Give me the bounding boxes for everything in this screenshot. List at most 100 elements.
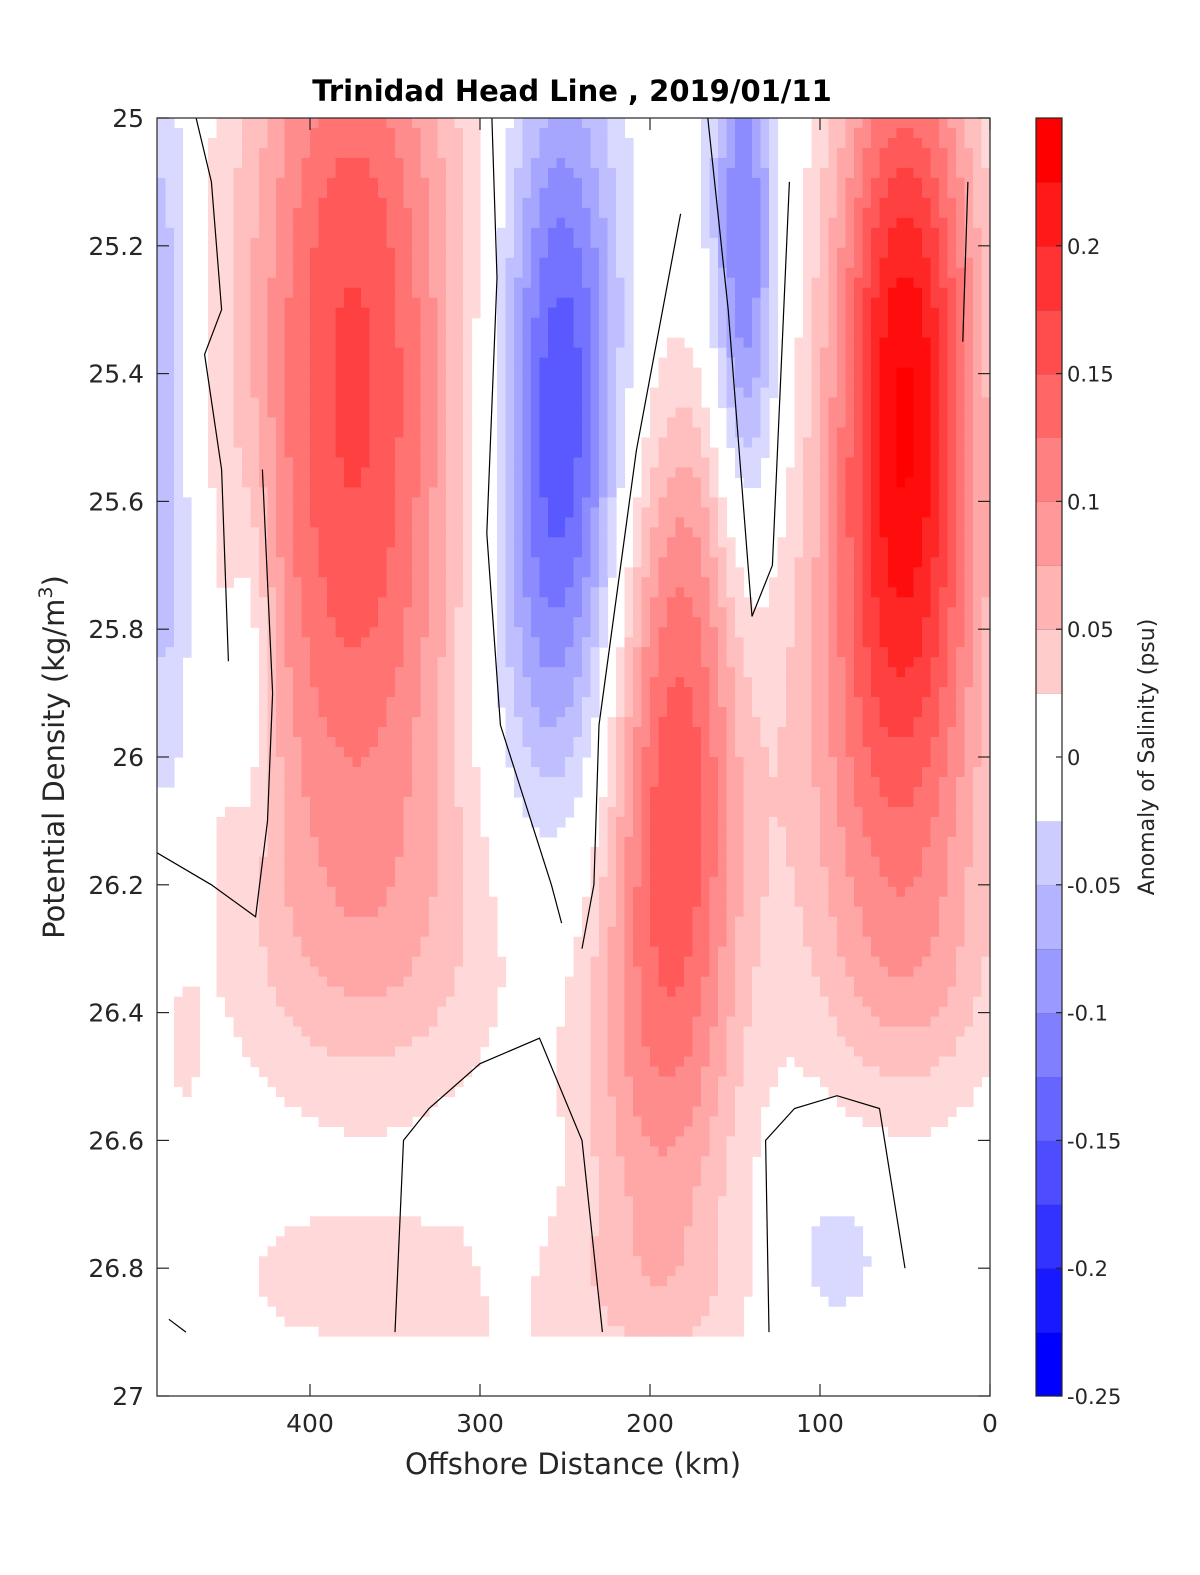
field-cell: [820, 147, 830, 159]
field-cell: [429, 677, 439, 688]
field-cell: [803, 467, 813, 479]
field-cell: [361, 477, 371, 489]
field-cell: [420, 697, 430, 708]
field-cell: [412, 537, 422, 548]
field-cell: [973, 537, 983, 548]
field-cell: [463, 337, 473, 349]
field-cell: [386, 597, 396, 608]
field-cell: [981, 677, 990, 688]
field-cell: [157, 167, 167, 179]
field-cell: [386, 447, 396, 459]
field-cell: [352, 567, 362, 578]
field-cell: [463, 677, 473, 688]
field-cell: [573, 317, 583, 329]
field-cell: [922, 277, 932, 289]
field-cell: [607, 467, 617, 479]
field-cell: [879, 427, 889, 439]
field-cell: [437, 637, 447, 648]
field-cell: [514, 127, 524, 139]
field-cell: [344, 337, 354, 349]
field-cell: [403, 617, 413, 628]
field-cell: [556, 377, 566, 389]
field-cell: [922, 657, 932, 668]
field-cell: [429, 357, 439, 369]
field-cell: [862, 227, 872, 239]
field-cell: [930, 477, 940, 489]
field-cell: [556, 457, 566, 469]
field-cell: [905, 597, 915, 608]
field-cell: [599, 547, 609, 558]
field-cell: [471, 197, 481, 209]
field-cell: [531, 277, 541, 289]
field-cell: [760, 217, 770, 229]
field-cell: [905, 557, 915, 568]
field-cell: [276, 317, 286, 329]
field-cell: [573, 187, 583, 199]
field-cell: [837, 397, 847, 409]
field-cell: [429, 177, 439, 189]
field-cell: [922, 118, 932, 129]
field-cell: [327, 507, 337, 518]
field-cell: [276, 327, 286, 339]
field-cell: [497, 507, 507, 518]
field-cell: [939, 597, 949, 608]
field-cell: [539, 247, 549, 259]
field-cell: [395, 287, 405, 299]
field-cell: [896, 667, 906, 678]
field-cell: [930, 287, 940, 299]
field-cell: [735, 687, 745, 698]
field-cell: [310, 207, 320, 219]
field-cell: [565, 687, 575, 698]
field-cell: [726, 677, 736, 688]
field-cell: [837, 447, 847, 459]
field-cell: [505, 637, 515, 648]
field-cell: [327, 118, 337, 129]
field-cell: [854, 687, 864, 698]
field-cell: [590, 118, 600, 129]
field-cell: [837, 407, 847, 419]
field-cell: [293, 687, 303, 698]
field-cell: [276, 527, 286, 538]
field-cell: [845, 307, 855, 319]
field-cell: [250, 177, 260, 189]
field-cell: [709, 187, 719, 199]
field-cell: [616, 167, 626, 179]
field-cell: [573, 607, 583, 618]
field-cell: [896, 477, 906, 489]
field-cell: [820, 217, 830, 229]
field-cell: [403, 127, 413, 139]
field-cell: [259, 267, 269, 279]
field-cell: [522, 547, 532, 558]
field-cell: [250, 537, 260, 548]
field-cell: [539, 207, 549, 219]
field-cell: [403, 517, 413, 528]
field-cell: [352, 627, 362, 638]
field-cell: [497, 277, 507, 289]
field-cell: [301, 697, 311, 708]
field-cell: [760, 627, 770, 638]
field-cell: [369, 277, 379, 289]
field-cell: [514, 367, 524, 379]
field-cell: [879, 447, 889, 459]
field-cell: [743, 137, 753, 149]
field-cell: [463, 627, 473, 638]
field-cell: [667, 447, 677, 459]
field-cell: [939, 237, 949, 249]
field-cell: [854, 697, 864, 708]
field-cell: [514, 387, 524, 399]
field-cell: [582, 277, 592, 289]
field-cell: [837, 467, 847, 479]
field-cell: [344, 118, 354, 129]
field-cell: [981, 637, 990, 648]
field-cell: [956, 547, 966, 558]
field-cell: [845, 587, 855, 598]
field-cell: [692, 607, 702, 618]
field-cell: [437, 627, 447, 638]
field-cell: [718, 127, 728, 139]
field-cell: [633, 627, 643, 638]
field-cell: [378, 487, 388, 498]
field-cell: [743, 667, 753, 678]
field-cell: [828, 447, 838, 459]
field-cell: [165, 247, 175, 259]
field-cell: [675, 527, 685, 538]
